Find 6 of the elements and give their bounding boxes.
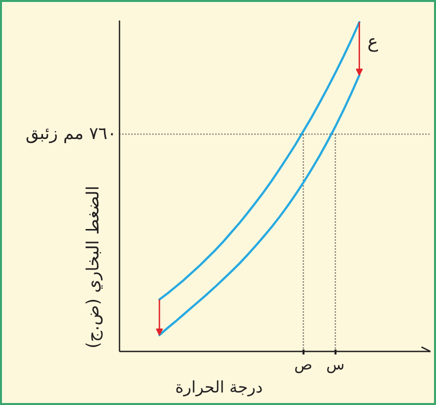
x-tick-label: ص: [294, 356, 312, 374]
x-axis-title: درجة الحرارة: [175, 378, 263, 396]
ref-line-label: ٧٦٠ مم زئبق: [26, 124, 116, 144]
x-tick-label: س: [326, 356, 344, 374]
y-axis-title: الضغط البخاري (ض.ج): [83, 186, 104, 348]
text: ع: [367, 32, 378, 53]
